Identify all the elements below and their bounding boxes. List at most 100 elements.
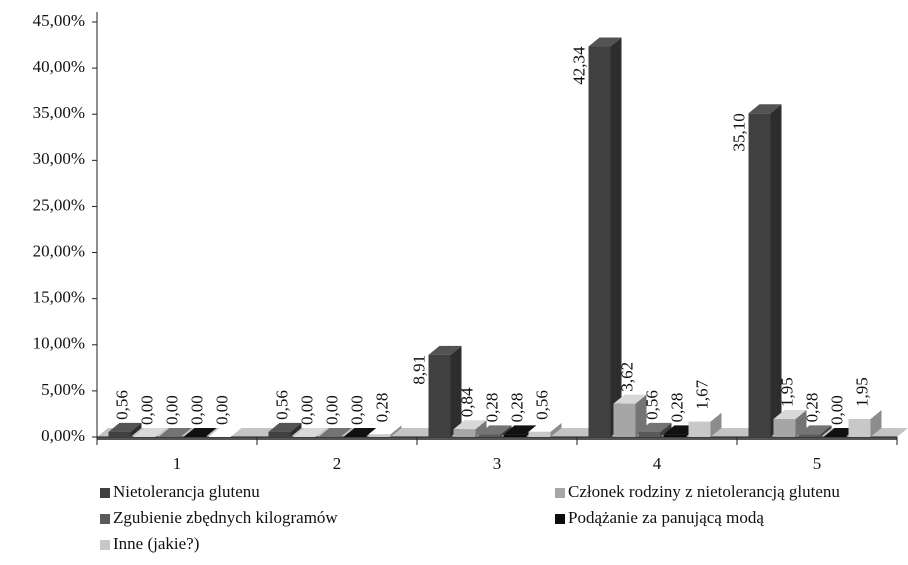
bar-top — [688, 412, 722, 422]
legend-label: Członek rodziny z nietolerancją glutenu — [568, 482, 840, 501]
data-label: 0,28 — [482, 393, 501, 423]
y-tick-label: 15,00% — [33, 288, 85, 307]
bar-top — [158, 428, 192, 437]
data-label: 3,62 — [617, 362, 636, 392]
legend-swatch — [555, 488, 565, 498]
y-tick-label: 45,00% — [33, 11, 85, 30]
bar-top — [613, 394, 647, 404]
bar-side — [475, 420, 487, 437]
y-tick-label: 20,00% — [33, 241, 85, 260]
bar — [848, 419, 871, 437]
bar-top — [293, 428, 327, 437]
bar-top — [343, 428, 377, 437]
bar-top — [368, 425, 402, 435]
bar-top — [478, 425, 512, 435]
bar-side — [450, 345, 462, 437]
x-tick-label: 5 — [813, 454, 822, 473]
bar — [428, 354, 451, 437]
legend-label: Podążanie za panującą modą — [568, 508, 764, 527]
x-tick-label: 4 — [653, 454, 662, 473]
bar — [588, 46, 611, 437]
bar — [638, 431, 661, 437]
bar-side — [770, 104, 782, 438]
y-tick-label: 40,00% — [33, 57, 85, 76]
bar-side — [610, 37, 622, 437]
bar-side — [390, 425, 402, 437]
bar-top — [798, 425, 832, 435]
data-label: 0,00 — [347, 395, 366, 425]
bar-top — [503, 425, 537, 435]
bar-side — [795, 410, 807, 437]
bar-top — [428, 345, 462, 355]
bar-side — [635, 394, 647, 437]
data-label: 0,28 — [667, 393, 686, 423]
data-label: 0,00 — [297, 395, 316, 425]
bar-top — [208, 428, 242, 437]
data-label: 35,10 — [729, 113, 748, 151]
bar-side — [870, 410, 882, 437]
bar — [478, 434, 501, 437]
bar-side — [820, 425, 832, 437]
data-label: 0,00 — [827, 395, 846, 425]
y-tick-label: 30,00% — [33, 149, 85, 168]
y-tick-label: 25,00% — [33, 195, 85, 214]
bar-top — [773, 410, 807, 420]
bar-top — [108, 422, 142, 432]
bar — [688, 421, 711, 437]
bar — [528, 431, 551, 437]
bar — [798, 434, 821, 437]
x-tick-label: 1 — [173, 454, 182, 473]
y-tick-label: 35,00% — [33, 103, 85, 122]
data-label: 0,56 — [272, 390, 291, 420]
legend-swatch — [100, 514, 110, 524]
bar — [453, 429, 476, 437]
data-label: 0,28 — [507, 393, 526, 423]
bar-top — [848, 410, 882, 420]
data-label: 0,56 — [532, 390, 551, 420]
data-label: 1,95 — [852, 377, 871, 407]
data-label: 0,56 — [112, 390, 131, 420]
data-label: 1,95 — [777, 377, 796, 407]
bar — [663, 434, 686, 437]
data-label: 42,34 — [569, 46, 588, 85]
bar-top — [528, 422, 562, 432]
bar — [773, 419, 796, 437]
y-tick-label: 0,00% — [41, 426, 85, 445]
data-label: 1,67 — [692, 379, 711, 409]
bar — [613, 403, 636, 437]
data-label: 0,28 — [372, 393, 391, 423]
data-label: 0,00 — [187, 395, 206, 425]
data-label: 0,00 — [212, 395, 231, 425]
bar-side — [660, 422, 672, 437]
bar-top — [318, 428, 352, 437]
bar-top — [453, 420, 487, 430]
bar — [748, 113, 771, 438]
bar-side — [290, 422, 302, 437]
bar — [503, 434, 526, 437]
data-label: 0,56 — [642, 390, 661, 420]
data-label: 8,91 — [409, 355, 428, 385]
data-label: 0,84 — [457, 387, 476, 417]
bar — [268, 431, 291, 437]
legend-label: Zgubienie zbędnych kilogramów — [113, 508, 338, 527]
data-label: 0,00 — [137, 395, 156, 425]
bar — [368, 434, 391, 437]
bar-top — [663, 425, 697, 435]
bar-top — [268, 422, 302, 432]
legend-swatch — [100, 540, 110, 550]
bar-top — [183, 428, 217, 437]
bar-top — [133, 428, 167, 437]
y-tick-label: 5,00% — [41, 380, 85, 399]
bar — [108, 431, 131, 437]
data-label: 0,28 — [802, 393, 821, 423]
legend-label: Inne (jakie?) — [113, 534, 199, 553]
bar-side — [550, 422, 562, 437]
x-tick-label: 2 — [333, 454, 342, 473]
x-tick-label: 3 — [493, 454, 502, 473]
legend-swatch — [100, 488, 110, 498]
bar-top — [823, 428, 857, 437]
bar-top — [588, 37, 622, 47]
bar-side — [500, 425, 512, 437]
data-label: 0,00 — [162, 395, 181, 425]
